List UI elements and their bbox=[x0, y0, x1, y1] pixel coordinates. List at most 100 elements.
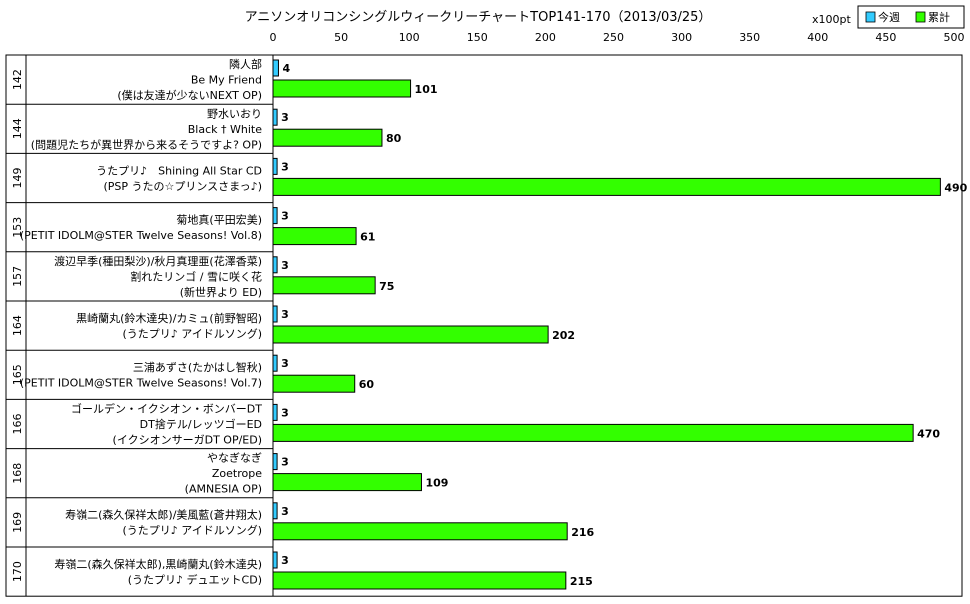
chart-row: 157 渡辺早季(種田梨沙)/秋月真理亜(花澤香菜)割れたリンゴ / 雪に咲く花 (… bbox=[11, 254, 394, 299]
bar-total-value: 470 bbox=[917, 427, 940, 440]
chart-row: 144 野水いおり Black † White(問題児たちが異世界から来るそうですよ… bbox=[11, 107, 402, 151]
row-label-line: うたプリ♪ Shining All Star CD bbox=[96, 164, 262, 177]
rank-label: 157 bbox=[11, 266, 24, 287]
plot-border bbox=[5, 54, 963, 597]
chart-row: 153 菊地真(平田宏美) (PETIT IDOLM@STER Twelve Sea… bbox=[11, 207, 375, 246]
row-label-line: 三浦あずさ(たかはし智秋) bbox=[133, 360, 262, 374]
row-label-line: (AMNESIA OP) bbox=[185, 483, 262, 496]
bar-total bbox=[272, 325, 549, 344]
legend-label-total: 累計 bbox=[928, 10, 950, 24]
bar-week bbox=[272, 403, 278, 421]
x-axis: 0 50 100 150 200 250 300 350 400 450 500 bbox=[270, 31, 965, 44]
chart-row: 142 隣人部 Be My Friend(僕は友達が少ないNEXT OP) 4 101 bbox=[11, 57, 438, 102]
legend-box bbox=[857, 5, 965, 29]
rank-label: 142 bbox=[11, 69, 24, 90]
row-label-line: 隣人部 bbox=[229, 57, 262, 71]
bar-week-value: 3 bbox=[281, 406, 289, 419]
row-label-line: (僕は友達が少ないNEXT OP) bbox=[117, 88, 262, 102]
row-label-line: (PSP うたの☆プリンスさまっ♪) bbox=[103, 180, 262, 193]
row-label-line: (問題児たちが異世界から来るそうですよ? OP) bbox=[31, 137, 262, 151]
rank-label: 153 bbox=[11, 217, 24, 238]
bar-total-value: 80 bbox=[386, 132, 402, 145]
rank-label: 168 bbox=[11, 463, 24, 484]
bar-week bbox=[272, 502, 278, 520]
x-tick-label: 0 bbox=[270, 31, 277, 44]
bar-week-value: 3 bbox=[281, 160, 289, 173]
chart-title: アニソンオリコンシングルウィークリーチャートTOP141-170（2013/03… bbox=[245, 10, 712, 25]
rank-label: 170 bbox=[11, 561, 24, 582]
bar-week-value: 3 bbox=[281, 456, 289, 469]
chart-row: 149 うたプリ♪ Shining All Star CD (PSP うたの☆プリン… bbox=[11, 157, 968, 196]
bar-week bbox=[272, 551, 278, 569]
bar-total bbox=[272, 79, 412, 98]
bar-total-value: 216 bbox=[571, 526, 594, 539]
bar-total-value: 61 bbox=[360, 231, 375, 244]
legend-label-week: 今週 bbox=[878, 10, 900, 24]
bar-week bbox=[272, 256, 278, 274]
row-label-line: (PETIT IDOLM@STER Twelve Seasons! Vol.8) bbox=[20, 229, 262, 242]
chart-row: 164 黒崎蘭丸(鈴木達央)/カミュ(前野智昭)(うたプリ♪ アイドルソング) 3 2… bbox=[11, 305, 575, 344]
bar-total bbox=[272, 374, 356, 393]
row-label-line: ゴールデン・イクシオン・ボンバーDT bbox=[71, 402, 262, 416]
chart-row: 169 寿嶺二(森久保祥太郎)/美風藍(蒼井翔太)(うたプリ♪ アイドルソング) 3… bbox=[11, 502, 594, 541]
unit-label: x100pt bbox=[812, 13, 851, 26]
rank-label: 166 bbox=[11, 414, 24, 435]
rank-label: 169 bbox=[11, 512, 24, 533]
rank-label: 149 bbox=[11, 168, 24, 189]
row-label-line: Black † White bbox=[188, 123, 262, 136]
row-label-line: (うたプリ♪ アイドルソング) bbox=[122, 523, 262, 537]
row-label-line: やなぎなぎ bbox=[207, 451, 262, 465]
row-label-line: 寿嶺二(森久保祥太郎)/美風藍(蒼井翔太) bbox=[65, 508, 262, 522]
rank-label: 164 bbox=[11, 315, 24, 336]
bar-total bbox=[272, 128, 383, 147]
row-label-line: Be My Friend bbox=[191, 74, 262, 87]
legend-swatch-week bbox=[865, 11, 876, 23]
x-tick-label: 450 bbox=[875, 31, 896, 44]
row-label-line: (うたプリ♪ デュエットCD) bbox=[128, 572, 262, 586]
bar-total bbox=[272, 276, 376, 295]
bar-total-value: 215 bbox=[570, 575, 593, 588]
bar-week-value: 3 bbox=[281, 554, 289, 567]
x-tick-label: 200 bbox=[535, 31, 556, 44]
row-label-line: 渡辺早季(種田梨沙)/秋月真理亜(花澤香菜) bbox=[54, 254, 262, 268]
row-label-line: 野水いおり bbox=[207, 107, 262, 120]
bar-total bbox=[272, 227, 357, 246]
bar-week-value: 3 bbox=[281, 357, 289, 370]
bar-week-value: 3 bbox=[281, 505, 289, 518]
row-label-line: 菊地真(平田宏美) bbox=[176, 212, 262, 226]
x-tick-label: 150 bbox=[467, 31, 488, 44]
x-tick-label: 400 bbox=[807, 31, 828, 44]
bar-week bbox=[272, 354, 278, 372]
bar-total bbox=[272, 423, 914, 442]
bar-total-value: 60 bbox=[359, 378, 375, 391]
row-label-line: (イクシオンサーガDT OP/ED) bbox=[113, 434, 262, 447]
bar-week-value: 3 bbox=[281, 111, 289, 124]
row-label-line: 割れたリンゴ / 雪に咲く花 bbox=[130, 269, 262, 283]
bar-week-value: 4 bbox=[282, 62, 290, 75]
row-label-line: DT捨テル/レッツゴーED bbox=[140, 417, 262, 431]
bar-week bbox=[272, 207, 278, 225]
row-label-line: 寿嶺二(森久保祥太郎),黒崎蘭丸(鈴木達央) bbox=[54, 557, 262, 571]
row-label-line: (PETIT IDOLM@STER Twelve Seasons! Vol.7) bbox=[20, 377, 262, 390]
bar-week bbox=[272, 305, 278, 323]
bar-total-value: 101 bbox=[415, 83, 438, 96]
bar-week-value: 3 bbox=[281, 259, 289, 272]
bar-week bbox=[272, 108, 278, 126]
bar-week-value: 3 bbox=[281, 210, 289, 223]
chart-row: 165 三浦あずさ(たかはし智秋) (PETIT IDOLM@STER Twelve… bbox=[11, 354, 375, 393]
row-label-line: Zoetrope bbox=[212, 467, 262, 480]
bar-week bbox=[272, 59, 279, 77]
x-tick-label: 300 bbox=[671, 31, 692, 44]
bar-total-value: 75 bbox=[379, 280, 394, 293]
rank-label: 165 bbox=[11, 364, 24, 385]
row-label-line: (うたプリ♪ アイドルソング) bbox=[122, 326, 262, 340]
bar-total-value: 109 bbox=[425, 477, 448, 490]
legend: 今週 累計 bbox=[857, 5, 965, 29]
legend-swatch-total bbox=[915, 11, 926, 23]
chart-row: 168 やなぎなぎ Zoetrope (AMNESIA OP) 3 109 bbox=[11, 451, 448, 496]
bar-week bbox=[272, 453, 278, 471]
row-label-line: 黒崎蘭丸(鈴木達央)/カミュ(前野智昭) bbox=[76, 311, 262, 325]
